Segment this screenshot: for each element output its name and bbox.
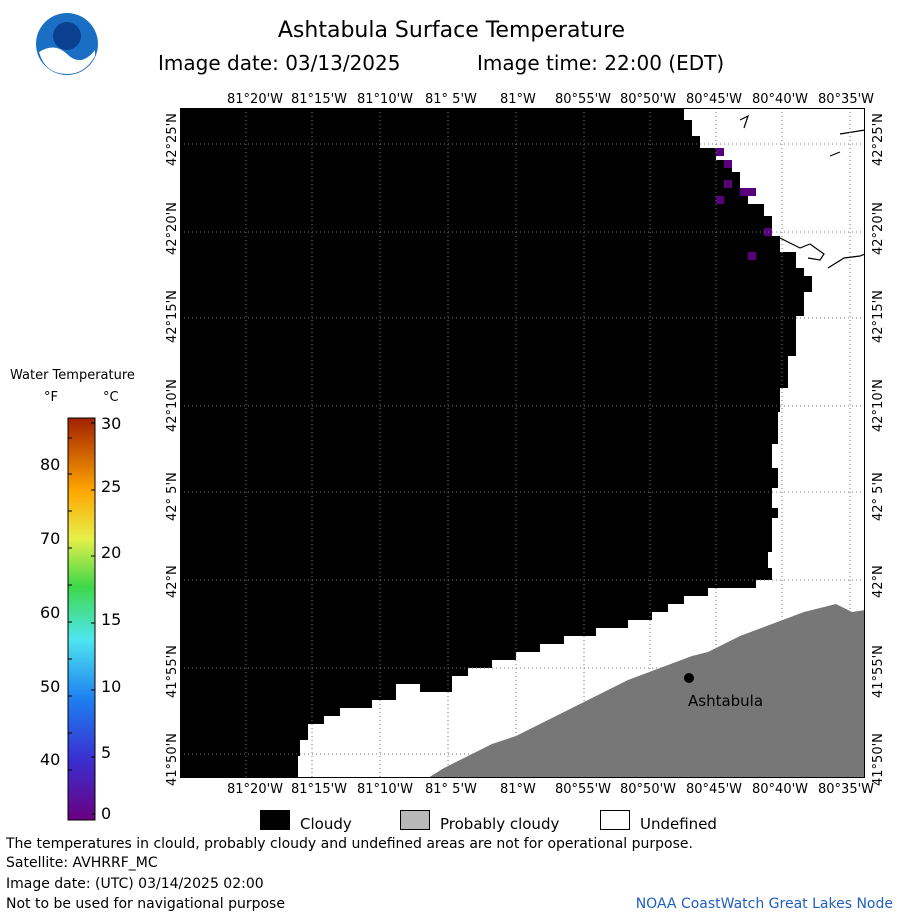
lat-label-right: 42°N: [871, 565, 886, 598]
cloud-mask: [180, 108, 812, 778]
lon-label-top: 81° 5'W: [425, 92, 477, 107]
lat-label-left: 42°10'N: [165, 379, 180, 432]
lat-label-right: 42°25'N: [871, 113, 886, 166]
lon-label-bottom: 80°35'W: [818, 782, 875, 797]
f-tick-60: 60: [40, 603, 61, 622]
lon-label-top: 81°15'W: [291, 92, 348, 107]
chart-title: Ashtabula Surface Temperature: [277, 18, 626, 43]
noaa-logo: [36, 13, 98, 75]
lon-label-bottom: 80°45'W: [686, 782, 743, 797]
lat-label-right: 42°20'N: [871, 202, 886, 255]
c-tick-10: 10: [101, 677, 122, 696]
credit-text: NOAA CoastWatch Great Lakes Node: [635, 896, 893, 912]
c-tick-0: 0: [101, 804, 112, 823]
lat-label-right: 42°15'N: [871, 290, 886, 343]
legend-probably-cloudy-label: Probably cloudy: [440, 815, 560, 833]
lon-label-bottom: 81°15'W: [291, 782, 348, 797]
legend-undefined-swatch: [600, 810, 630, 830]
map-frame: [180, 108, 865, 778]
c-tick-15: 15: [101, 610, 122, 629]
lon-label-top: 80°45'W: [686, 92, 743, 107]
lon-label-top: 81°W: [500, 92, 536, 107]
shoreline: [739, 114, 865, 269]
lat-label-left: 41°55'N: [165, 645, 180, 698]
f-tick-70: 70: [40, 529, 61, 548]
lat-label-left: 42°15'N: [165, 290, 180, 343]
lon-label-top: 80°35'W: [818, 92, 875, 107]
legend-undefined-label: Undefined: [640, 815, 717, 833]
colorbar: [67, 417, 96, 821]
lon-label-bottom: 80°50'W: [620, 782, 677, 797]
legend-cloudy-swatch: [260, 810, 290, 830]
image-time: Image time: 22:00 (EDT): [477, 51, 725, 75]
c-tick-30: 30: [101, 414, 122, 433]
lon-label-bottom: 81°W: [500, 782, 536, 797]
lon-label-bottom: 81°20'W: [227, 782, 284, 797]
f-tick-40: 40: [40, 750, 61, 769]
lon-label-bottom: 81° 5'W: [425, 782, 477, 797]
nav-warning-text: Not to be used for navigational purpose: [6, 896, 285, 912]
lon-label-top: 81°10'W: [357, 92, 414, 107]
lon-label-bottom: 80°55'W: [555, 782, 612, 797]
c-tick-5: 5: [101, 743, 112, 762]
legend-cloudy-label: Cloudy: [300, 815, 352, 833]
sst-map: [180, 108, 865, 778]
c-tick-25: 25: [101, 477, 122, 496]
satellite-text: Satellite: AVHRRF_MC: [6, 855, 158, 871]
lat-label-left: 42°N: [165, 565, 180, 598]
utc-date-text: Image date: (UTC) 03/14/2025 02:00: [6, 876, 264, 892]
lat-label-left: 42°25'N: [165, 113, 180, 166]
lon-label-bottom: 81°10'W: [357, 782, 414, 797]
disclaimer-text: The temperatures in clould, probably clo…: [6, 836, 693, 852]
lat-label-left: 41°50'N: [165, 733, 180, 786]
lat-label-right: 41°55'N: [871, 645, 886, 698]
lon-label-top: 80°50'W: [620, 92, 677, 107]
lon-label-top: 81°20'W: [227, 92, 284, 107]
lon-label-top: 80°55'W: [555, 92, 612, 107]
f-tick-80: 80: [40, 455, 61, 474]
city-marker: [684, 673, 694, 683]
unit-c-label: °C: [103, 390, 119, 405]
legend-probably-cloudy-swatch: [400, 810, 430, 830]
land-area: [428, 604, 865, 778]
lat-label-right: 42° 5'N: [871, 472, 886, 521]
city-label: Ashtabula: [688, 692, 764, 710]
lon-label-top: 80°40'W: [752, 92, 809, 107]
lat-label-right: 42°10'N: [871, 379, 886, 432]
colorbar-title: Water Temperature: [10, 368, 135, 383]
unit-f-label: °F: [44, 390, 58, 405]
lat-label-left: 42° 5'N: [165, 472, 180, 521]
lat-label-left: 42°20'N: [165, 202, 180, 255]
image-date: Image date: 03/13/2025: [158, 51, 401, 75]
f-tick-50: 50: [40, 677, 61, 696]
c-tick-20: 20: [101, 543, 122, 562]
lon-label-bottom: 80°40'W: [752, 782, 809, 797]
lat-label-right: 41°50'N: [871, 733, 886, 786]
